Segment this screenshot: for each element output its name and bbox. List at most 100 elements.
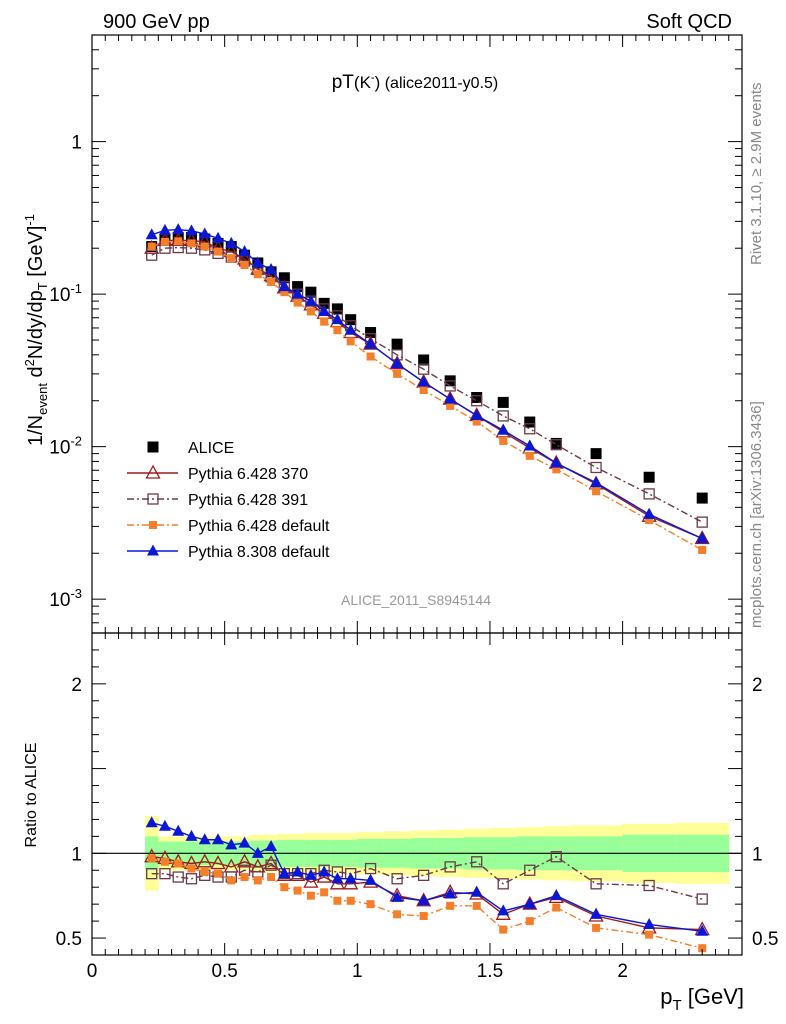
ratio-point-p391 <box>497 878 509 890</box>
ratio-y-tick-label-right: 2 <box>752 675 763 696</box>
main-point-p8def <box>265 263 278 275</box>
main-point-ALICE <box>391 338 403 350</box>
main-point-p391 <box>417 363 430 375</box>
ratio-point-p6def <box>240 873 249 882</box>
legend-label-p6def: Pythia 6.428 default <box>188 518 330 535</box>
watermark: ALICE_2011_S8945144 <box>341 592 491 608</box>
ratio-point-p6def <box>645 930 654 939</box>
ratio-point-p8def <box>172 824 185 836</box>
x-tick-label: 0.5 <box>211 961 237 982</box>
ratio-point-p8def <box>278 867 291 879</box>
ratio-point-p370 <box>210 855 226 870</box>
main-point-ALICE <box>643 471 655 483</box>
ratio-point-p8def <box>212 833 225 845</box>
ratio-point-p370 <box>303 873 319 888</box>
main-point-p8def <box>364 337 377 349</box>
legend: ALICE Pythia 6.428 370 Pythia 6.428 391 Pyt… <box>127 440 330 561</box>
ratio-point-p6def <box>419 912 428 921</box>
ratio-point-p8def <box>318 865 331 877</box>
main-point-p8def <box>304 294 317 306</box>
x-tick-label: 1 <box>352 961 363 982</box>
mcplots-label: mcplots.cern.ch [arXiv:1306.3436] <box>748 401 765 628</box>
main-point-p8def <box>331 313 344 325</box>
ratio-point-p6def <box>698 944 707 953</box>
plot-frames: 0 0.5 1 1.5 210-310-210-110.5 0.51 12 2 <box>49 34 778 982</box>
main-point-ALICE <box>550 437 562 449</box>
legend-label-ALICE: ALICE <box>188 440 234 457</box>
ratio-point-p6def <box>472 901 481 910</box>
main-point-p391 <box>444 380 456 392</box>
ratio-point-p391 <box>185 873 198 885</box>
ratio-point-p6def <box>200 867 209 876</box>
ratio-point-p8def <box>265 840 278 852</box>
main-point-p6def <box>333 326 342 335</box>
ratio-point-p8def <box>364 873 377 885</box>
main-point-p8def <box>251 256 264 268</box>
main-point-ALICE <box>199 233 211 245</box>
legend-label-p391: Pythia 6.428 391 <box>188 492 308 509</box>
main-point-p6def <box>419 386 428 395</box>
main-point-p8def <box>158 223 171 235</box>
legend-label-p370: Pythia 6.428 370 <box>188 466 308 483</box>
ratio-point-p391 <box>159 868 171 880</box>
main-point-p8def <box>145 228 158 240</box>
main-point-p6def <box>280 288 289 297</box>
main-point-p8def <box>212 231 225 243</box>
main-plot-area <box>144 223 710 555</box>
ratio-point-p391 <box>471 856 483 868</box>
main-point-p6def <box>698 546 707 555</box>
main-point-p6def <box>346 337 355 346</box>
ratio-point-p391 <box>444 861 456 873</box>
legend-marker-p370 <box>145 464 161 479</box>
main-point-p8def <box>444 392 457 404</box>
legend-marker-p391 <box>147 493 159 505</box>
main-y-tick-label: 10-1 <box>49 281 82 306</box>
ratio-point-p6def <box>187 864 196 873</box>
main-point-ALICE <box>331 303 343 315</box>
main-point-p8def <box>470 409 483 421</box>
ratio-y-tick-label-right: 1 <box>752 844 763 865</box>
ratio-point-p6def <box>320 888 329 897</box>
main-point-ALICE <box>212 237 224 249</box>
main-point-ALICE <box>590 448 602 460</box>
ratio-point-p8def <box>497 904 510 916</box>
main-point-p6def <box>147 242 156 251</box>
x-tick-label: 1.5 <box>477 961 503 982</box>
main-point-p6def <box>472 417 481 426</box>
ratio-point-p8def <box>251 846 264 858</box>
ratio-plot-area <box>92 816 742 953</box>
ratio-point-p6def <box>253 876 262 885</box>
ratio-ylabel: Ratio to ALICE <box>23 743 40 848</box>
xlabel: pT [GeV] <box>660 984 744 1014</box>
main-point-p6def <box>446 401 455 410</box>
main-point-ALICE <box>471 392 483 404</box>
main-point-p8def <box>172 223 185 235</box>
ratio-point-p8def <box>550 889 563 901</box>
ratio-point-p6def <box>333 896 342 905</box>
main-point-p8def <box>643 507 656 519</box>
ratio-point-p6def <box>592 923 601 932</box>
main-point-p8def <box>318 304 331 316</box>
ratio-y-tick-label-right: 0.5 <box>752 929 778 950</box>
ratio-point-p6def <box>393 910 402 919</box>
ratio-point-p8def <box>590 907 603 919</box>
main-point-p6def <box>174 237 183 246</box>
main-point-p8def <box>278 280 291 292</box>
rivet-label: Rivet 3.1.10, ≥ 2.9M events <box>748 83 765 266</box>
ratio-point-p8def <box>185 829 198 841</box>
ratio-y-tick-label-left: 2 <box>71 675 82 696</box>
main-point-ALICE <box>696 492 708 504</box>
main-point-p8def <box>417 375 430 387</box>
ratio-point-p391 <box>696 893 708 905</box>
main-point-p6def <box>200 242 209 251</box>
main-point-p6def <box>214 247 223 256</box>
ratio-point-p6def <box>499 925 508 934</box>
ratio-point-p391 <box>265 859 277 871</box>
ratio-point-p8def <box>696 924 709 936</box>
legend-label-p8def: Pythia 8.308 default <box>188 544 330 561</box>
ratio-point-p391 <box>172 871 184 883</box>
ratio-point-p8def <box>643 917 656 929</box>
main-ylabel: 1/Nevent d2N/dy/dpT [GeV]-1 <box>22 214 50 446</box>
